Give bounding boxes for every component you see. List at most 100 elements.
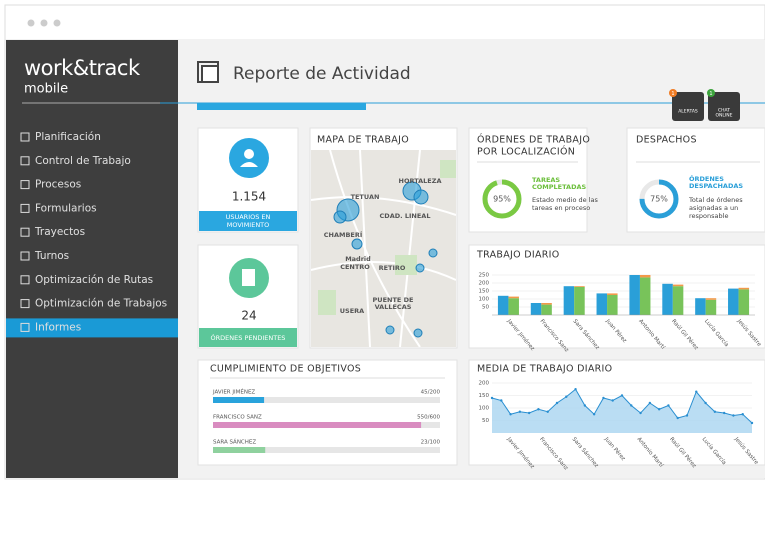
point <box>695 390 698 393</box>
map-label: CENTRO <box>340 263 370 271</box>
menu-item[interactable]: Optimización de Rutas <box>35 274 153 286</box>
map-label: CDAD. LINEAL <box>380 212 431 220</box>
header-bar <box>197 103 366 110</box>
menu-icon <box>20 156 30 166</box>
bar <box>728 288 739 315</box>
y-tick-label: 200 <box>479 281 490 287</box>
card-title: ÓRDENES DE TRABAJO <box>477 134 590 146</box>
map-spot <box>413 189 429 205</box>
dispatch-status: ÓRDENES <box>689 174 724 183</box>
sidebar <box>6 40 178 478</box>
objective-name: JAVIER JIMÉNEZ <box>212 388 255 396</box>
map-spot <box>428 248 438 258</box>
chat-label: ONLINE <box>716 113 733 119</box>
point <box>713 410 717 413</box>
bar <box>508 296 519 299</box>
bar <box>497 295 509 315</box>
point <box>583 404 587 407</box>
bar <box>705 298 717 300</box>
map-road <box>329 149 421 348</box>
window-dot <box>40 19 48 27</box>
map-road <box>310 261 457 281</box>
menu-icon <box>20 322 30 332</box>
menu-item[interactable]: Formularios <box>35 202 97 214</box>
map-spot <box>333 210 347 224</box>
users-icon-body <box>240 162 258 167</box>
pending-label: ÓRDENES PENDIENTES <box>211 333 286 342</box>
bar <box>607 293 618 295</box>
page-title: Reporte de Actividad <box>233 64 411 84</box>
point <box>741 413 744 416</box>
bar <box>607 295 618 315</box>
map-label: Madrid <box>345 255 371 263</box>
objective-label: 550/600 <box>417 415 440 421</box>
orders-desc: tareas en proceso <box>532 204 590 212</box>
map-label: PUENTE DE <box>373 296 414 304</box>
point <box>602 396 605 400</box>
map-label: CHAMBERÍ <box>324 230 363 239</box>
dispatch-status: DESPACHADAS <box>689 182 743 190</box>
menu-item[interactable]: Trayectos <box>34 226 85 238</box>
point <box>592 413 596 416</box>
chat-count: 1 <box>709 91 712 97</box>
area <box>492 389 752 433</box>
point <box>648 401 652 405</box>
header-icon <box>201 65 219 83</box>
y-tick-label: 150 <box>479 289 490 295</box>
card-title: POR LOCALIZACIÓN <box>477 146 575 158</box>
bar <box>508 298 519 315</box>
menu-item[interactable]: Informes <box>35 321 81 333</box>
map-spot <box>413 328 423 338</box>
y-tick-label: 250 <box>479 273 490 279</box>
point <box>630 404 633 407</box>
bar <box>639 277 651 315</box>
point <box>611 399 614 402</box>
map-label: HORTALEZA <box>399 177 442 185</box>
y-tick-label: 50 <box>482 305 489 311</box>
users-label: MOVIMIENTO <box>227 221 270 229</box>
chat-button[interactable] <box>708 92 740 121</box>
point <box>676 416 679 420</box>
bar <box>672 284 684 287</box>
map-label: TETUAN <box>351 193 380 201</box>
point <box>639 411 642 415</box>
objective-label: 45/200 <box>421 390 441 396</box>
objective-track <box>213 397 440 403</box>
menu-item[interactable]: Procesos <box>35 179 81 191</box>
menu-item[interactable]: Optimización de Trabajos <box>35 298 167 310</box>
bar <box>738 287 750 290</box>
menu-item[interactable]: Control de Trabajo <box>35 155 131 167</box>
y-tick-label: 100 <box>479 406 490 412</box>
bar <box>574 287 585 315</box>
menu-icon <box>20 227 30 237</box>
objective-bar <box>213 422 422 428</box>
point <box>657 408 661 411</box>
map-spot <box>415 263 425 273</box>
alerts-count: 1 <box>671 91 674 97</box>
point <box>685 414 689 417</box>
point <box>500 399 503 402</box>
users-label: USUARIOS EN <box>226 213 271 221</box>
menu-item[interactable]: Turnos <box>34 250 69 262</box>
alerts-button[interactable] <box>672 92 704 121</box>
map-spot <box>351 238 363 250</box>
logo: work&track <box>24 56 141 80</box>
bar <box>574 286 585 287</box>
card-title: DESPACHOS <box>636 135 697 146</box>
bar <box>705 299 717 315</box>
point <box>537 408 540 411</box>
orders-status: TAREAS <box>532 176 560 184</box>
card-title: MAPA DE TRABAJO <box>317 135 409 146</box>
chat-badge <box>707 89 715 97</box>
dispatch-desc: Total de órdenes <box>688 196 743 204</box>
menu-item[interactable]: Planificación <box>35 131 101 143</box>
objective-label: 23/100 <box>421 440 441 446</box>
logo-sub: mobile <box>24 82 68 97</box>
point <box>546 410 549 413</box>
point <box>750 421 754 425</box>
bar <box>530 303 542 315</box>
card-title: TRABAJO DIARIO <box>476 250 560 261</box>
bar <box>596 293 608 315</box>
menu-icon <box>20 251 30 261</box>
